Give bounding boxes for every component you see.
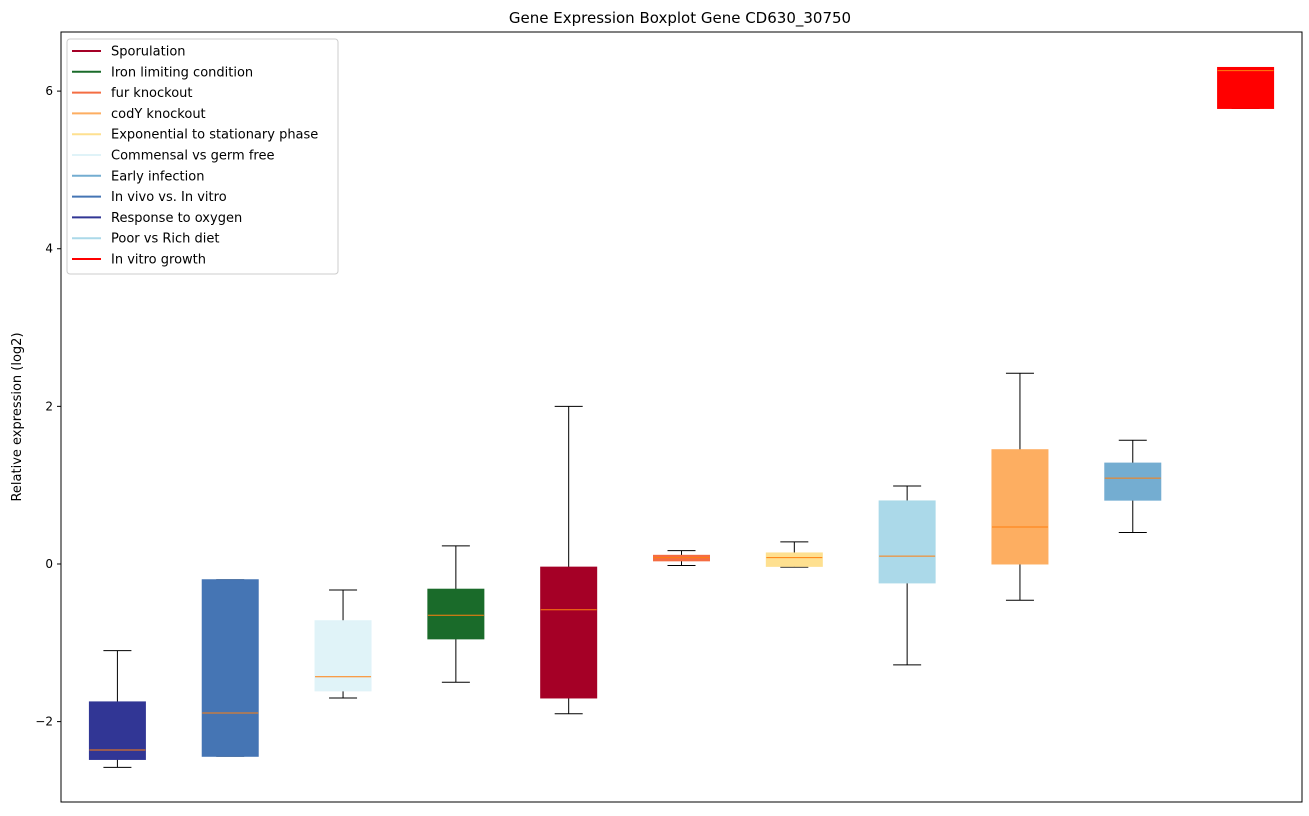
box-body (88, 701, 146, 760)
box-in-vivo-vs-in-vitro (201, 579, 259, 757)
box-body (427, 588, 485, 640)
legend-label: Iron limiting condition (111, 65, 253, 80)
legend-label: In vitro growth (111, 253, 206, 268)
legend-label: Sporulation (111, 45, 186, 60)
legend: Sporulation Iron limiting condition fur kn… (66, 38, 339, 275)
y-tick-label: 0 (45, 557, 53, 571)
box-in-vitro-growth (1217, 66, 1275, 109)
chart-title: Gene Expression Boxplot Gene CD630_30750 (509, 9, 851, 28)
legend-frame (66, 38, 339, 275)
plot-frame (60, 31, 1303, 803)
y-tick-label: 4 (45, 242, 53, 256)
box-iron-limiting-condition (427, 545, 485, 683)
y-tick-label: 2 (45, 399, 53, 413)
legend-label: codY knockout (111, 107, 206, 122)
box-body (1104, 462, 1162, 501)
box-body (765, 552, 823, 567)
box-body (201, 579, 259, 757)
box-sporulation (540, 405, 598, 715)
box-cody-knockout (991, 372, 1049, 601)
box-body (878, 500, 936, 584)
y-axis-label: Relative expression (log2) (10, 332, 25, 501)
box-response-to-oxygen (88, 650, 146, 768)
box-poor-vs-rich-diet (878, 485, 936, 666)
legend-label: In vivo vs. In vitro (111, 190, 227, 205)
box-body (540, 566, 598, 699)
legend-label: Response to oxygen (111, 211, 242, 226)
y-tick-label: −2 (35, 715, 53, 729)
box-fur-knockout (653, 550, 710, 567)
y-tick-label: 6 (45, 84, 53, 98)
legend-label: Early infection (111, 169, 204, 184)
box-body (314, 620, 372, 692)
box-body (991, 449, 1049, 565)
box-body (1217, 66, 1275, 109)
boxes-group (88, 66, 1275, 768)
legend-label: Commensal vs germ free (111, 149, 274, 164)
box-commensal-vs-germ-free (314, 589, 372, 699)
box-early-infection (1104, 439, 1162, 533)
legend-label: fur knockout (111, 86, 193, 101)
legend-label: Poor vs Rich diet (111, 232, 219, 247)
y-ticks-group: −2 0 2 4 6 (35, 84, 61, 729)
box-exponential-to-stationary-phase (765, 541, 823, 568)
legend-label: Exponential to stationary phase (111, 128, 318, 143)
